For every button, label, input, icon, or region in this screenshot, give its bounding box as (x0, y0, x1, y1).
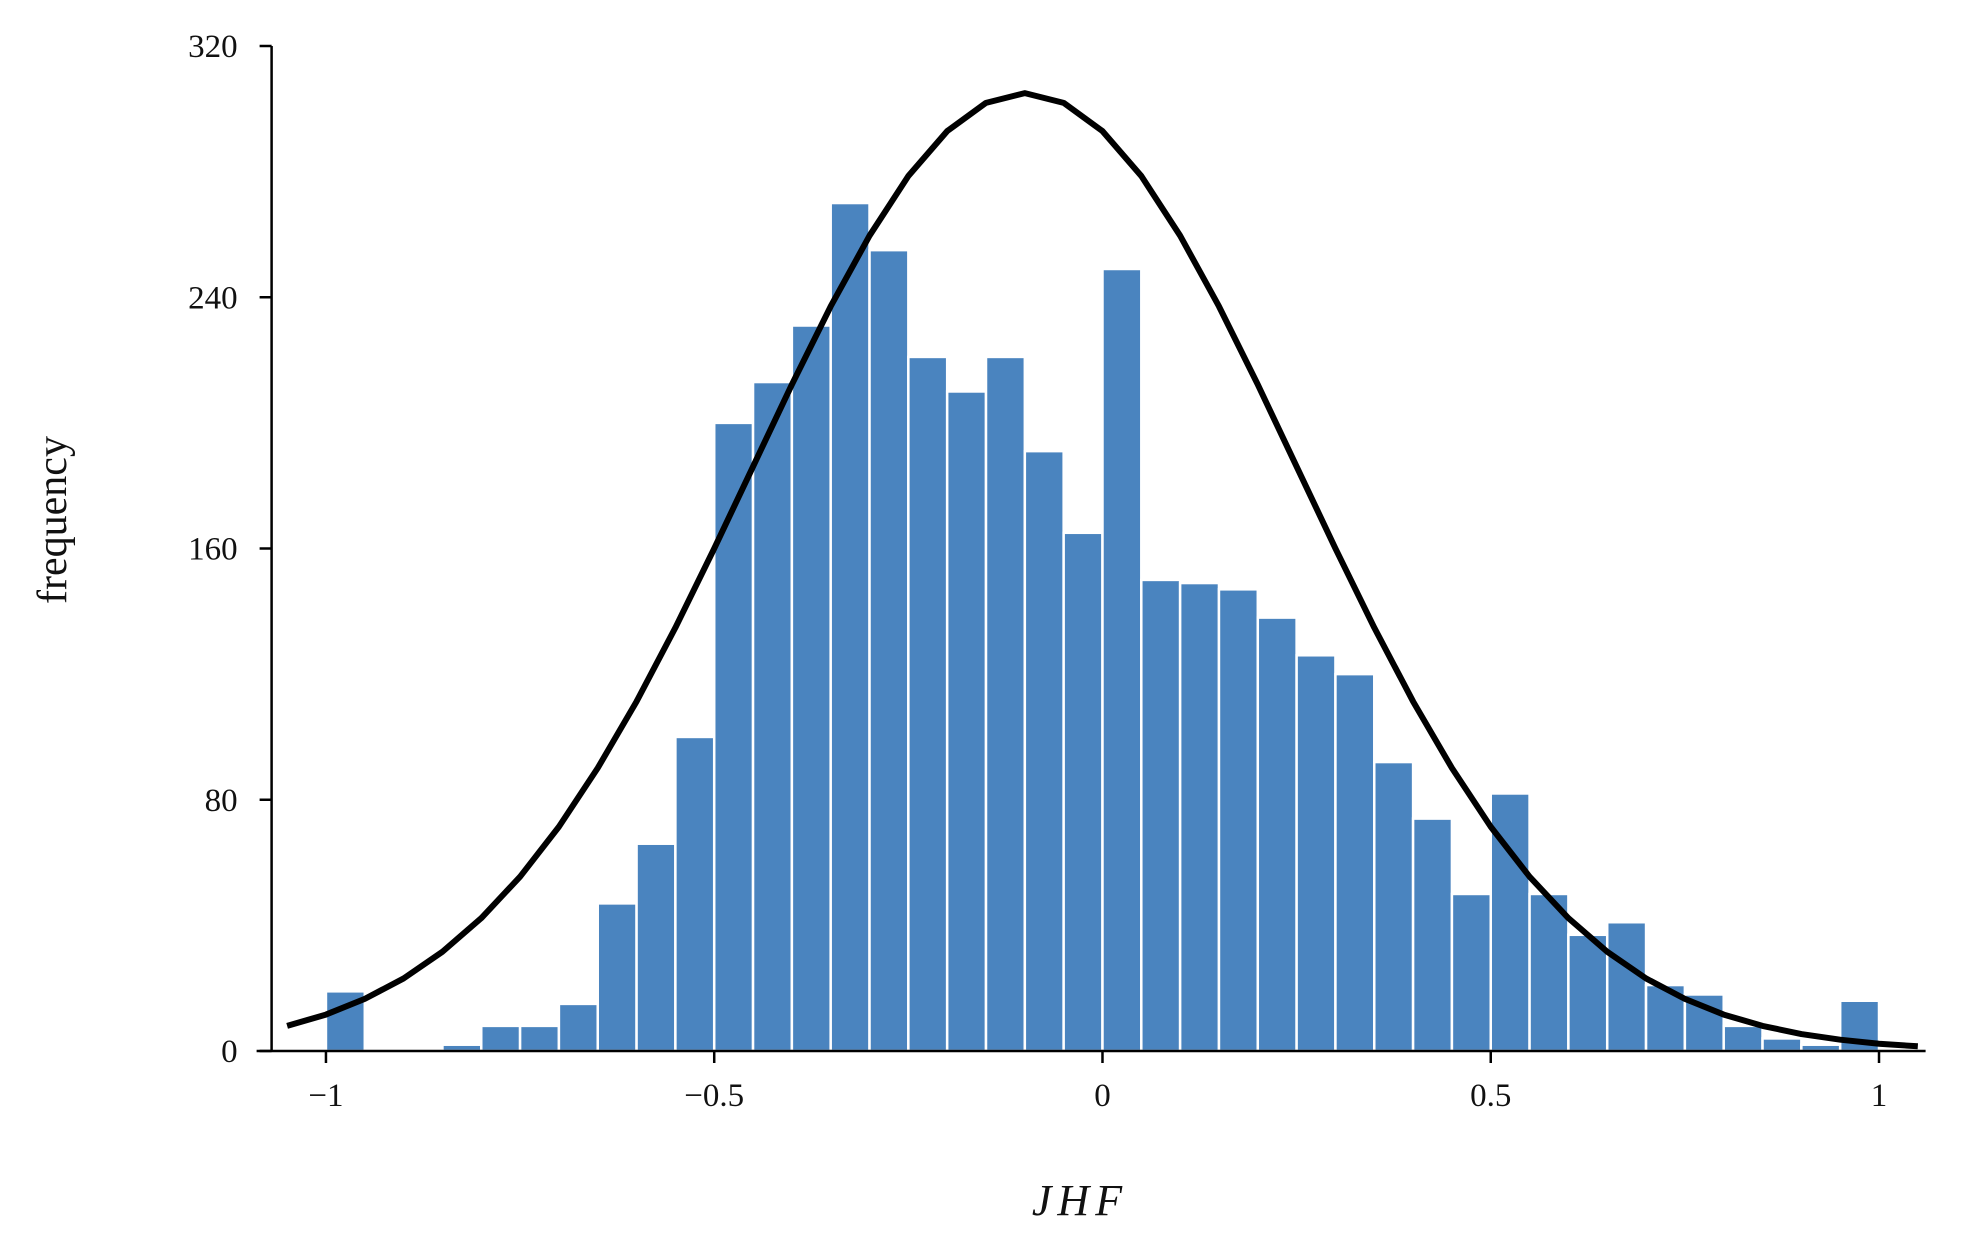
x-tick-label: −1 (308, 1078, 343, 1114)
x-tick-label: 0.5 (1470, 1078, 1511, 1114)
bar (1140, 578, 1182, 1053)
bar (1450, 892, 1492, 1053)
bar (751, 380, 794, 1053)
bar (1411, 817, 1454, 1053)
bar (1373, 760, 1415, 1053)
bar (518, 1024, 561, 1053)
x-tick-label: 1 (1871, 1078, 1888, 1114)
bar (1295, 654, 1337, 1053)
bar (790, 324, 832, 1053)
bar (984, 355, 1027, 1053)
bar (1178, 581, 1221, 1053)
bar (868, 248, 910, 1053)
x-axis-label: JHF (1032, 1176, 1128, 1225)
bar (635, 842, 677, 1053)
bar (1101, 267, 1143, 1053)
bar (1334, 672, 1376, 1053)
bar (1761, 1037, 1803, 1053)
y-tick-label: 320 (188, 29, 238, 65)
bar (1567, 933, 1609, 1053)
bar (557, 1002, 599, 1053)
y-tick-label: 0 (221, 1034, 238, 1070)
bar (945, 390, 988, 1053)
bar (674, 735, 716, 1053)
x-tick-label: −0.5 (684, 1078, 744, 1114)
bar (907, 355, 949, 1053)
bar (1605, 920, 1648, 1053)
bar (1722, 1024, 1764, 1053)
bar (1256, 616, 1298, 1053)
bar (1528, 892, 1570, 1053)
x-tick-label: 0 (1094, 1078, 1111, 1114)
bar (480, 1024, 522, 1053)
y-tick-label: 240 (188, 280, 238, 316)
fit-curve (286, 90, 1919, 1050)
bar (712, 421, 755, 1053)
bar (1217, 588, 1260, 1053)
bar (1023, 449, 1065, 1053)
y-axis-label: frequency (30, 436, 76, 604)
bar (1062, 531, 1104, 1053)
bar (829, 201, 871, 1053)
y-tick-label: 80 (205, 783, 238, 819)
y-tick-label: 160 (188, 532, 238, 568)
bar (596, 902, 638, 1053)
